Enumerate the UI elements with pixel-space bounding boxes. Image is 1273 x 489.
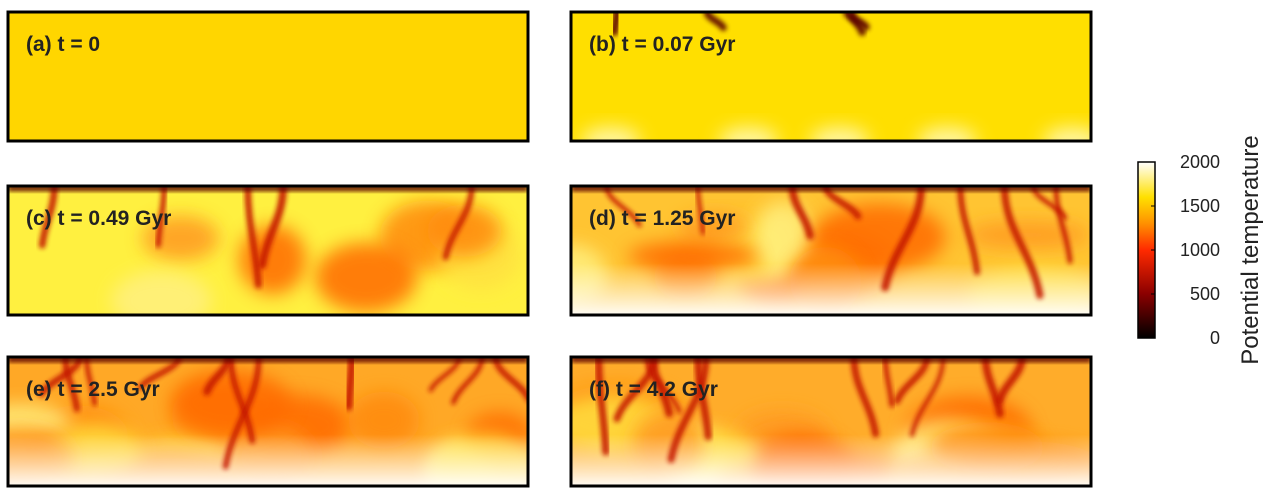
field-blob	[965, 221, 1089, 249]
plume	[349, 357, 352, 406]
panel: (f) t = 4.2 Gyr	[547, 357, 1100, 489]
tick-label: 1000	[1180, 240, 1220, 260]
field	[8, 12, 528, 141]
tick-label: 1500	[1180, 196, 1220, 216]
panel: (b) t = 0.07 Gyr	[571, 12, 1103, 155]
field-blob	[111, 271, 211, 331]
plume	[614, 12, 617, 32]
panel: (e) t = 2.5 Gyr	[0, 357, 540, 489]
colorbar-label: Potential temperature	[1237, 135, 1264, 364]
field	[547, 357, 1100, 489]
tick-label: 500	[1190, 284, 1220, 304]
panel: (a) t = 0	[8, 12, 528, 141]
field-base	[8, 12, 528, 141]
field-base	[571, 12, 1091, 141]
panel-label: (b) t = 0.07 Gyr	[589, 33, 735, 56]
panel-label: (e) t = 2.5 Gyr	[26, 378, 160, 401]
bottom-layer	[8, 434, 528, 486]
bottom-layer	[571, 434, 1091, 486]
figure: (a) t = 0 (b) t = 0.07 Gyr (c) t = 0.49 Gy…	[0, 0, 1273, 489]
panel-label: (d) t = 1.25 Gyr	[589, 207, 735, 230]
field	[0, 357, 540, 489]
panel-label: (f) t = 4.2 Gyr	[589, 378, 718, 401]
panel-label: (c) t = 0.49 Gyr	[26, 207, 171, 230]
panel: (d) t = 1.25 Gyr	[536, 186, 1100, 328]
panel-label: (a) t = 0	[26, 33, 100, 56]
tick-label: 0	[1210, 328, 1220, 348]
colorbar: 0 500 1000 1500 2000 Potential temperature	[1138, 135, 1264, 364]
panels: (a) t = 0 (b) t = 0.07 Gyr (c) t = 0.49 Gy…	[0, 12, 1103, 489]
field-blob	[315, 243, 417, 313]
panel: (c) t = 0.49 Gyr	[8, 186, 528, 331]
bottom-layer	[571, 263, 1091, 315]
tick-label: 2000	[1180, 152, 1220, 172]
